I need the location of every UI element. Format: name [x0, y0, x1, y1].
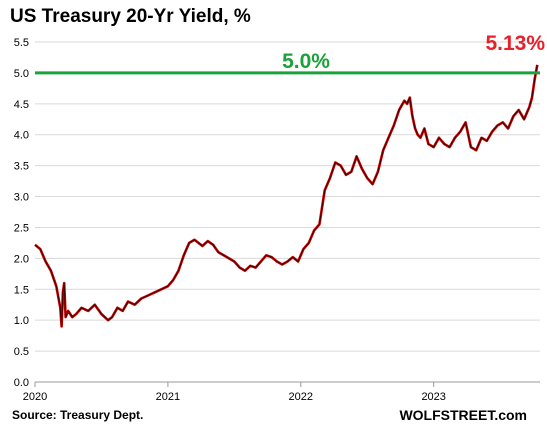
reference-line-label: 5.0%	[282, 50, 330, 73]
y-tick-label: 4.0	[14, 130, 29, 142]
x-tick-label: 2021	[156, 391, 180, 403]
y-tick-label: 5.0	[14, 68, 29, 80]
chart-title: US Treasury 20-Yr Yield, %	[10, 6, 251, 27]
x-tick-label: 2022	[289, 391, 313, 403]
source-note: Source: Treasury Dept.	[12, 408, 144, 422]
brand-watermark: WOLFSTREET.com	[399, 407, 527, 423]
y-tick-label: 2.5	[14, 222, 29, 234]
y-tick-label: 4.5	[14, 99, 29, 111]
y-tick-label: 3.5	[14, 161, 29, 173]
y-tick-label: 1.5	[14, 284, 29, 296]
y-tick-label: 5.5	[14, 37, 29, 49]
y-tick-label: 0.0	[14, 377, 29, 389]
y-axis-ticks: 0.0 0.5 1.0 1.5 2.0 2.5 3.0 3.5 4.0 4.5 5.0 5.5	[14, 37, 29, 389]
last-value-label: 5.13%	[485, 32, 545, 55]
y-tick-label: 0.5	[14, 346, 29, 358]
x-axis-ticks: 2020 2021 2022 2023	[23, 382, 446, 403]
series-group	[34, 64, 539, 328]
y-tick-label: 2.0	[14, 253, 29, 265]
series-line-core	[34, 64, 538, 327]
y-tick-label: 3.0	[14, 192, 29, 204]
grid-lines	[35, 41, 540, 383]
x-tick-label: 2020	[23, 391, 47, 403]
y-tick-label: 1.0	[14, 315, 29, 327]
x-tick-label: 2023	[421, 391, 445, 403]
